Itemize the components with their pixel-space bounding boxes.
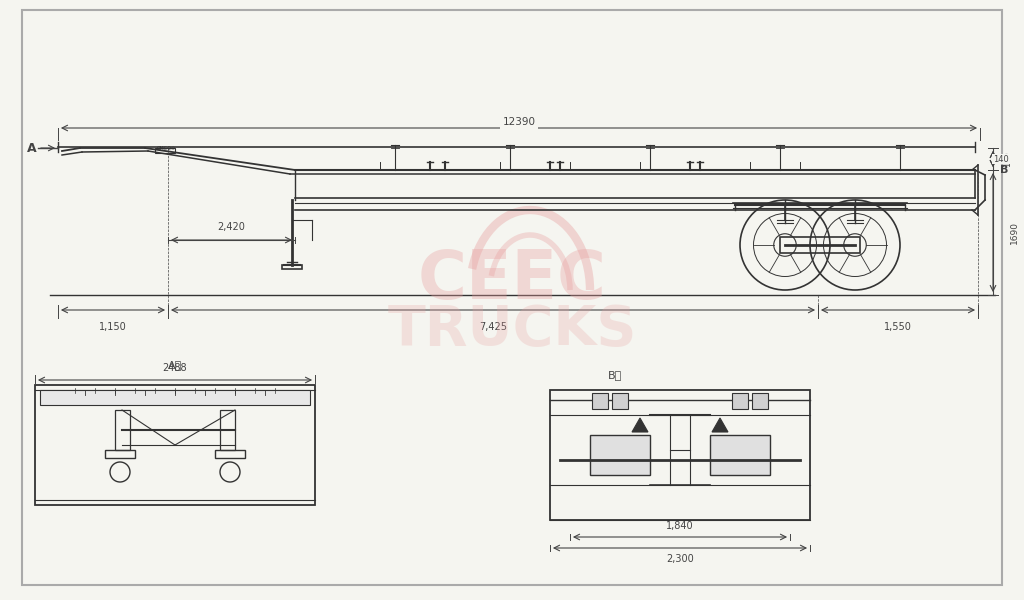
Text: 2488: 2488 — [163, 363, 187, 373]
Text: TRUCKS: TRUCKS — [387, 303, 637, 357]
Text: 1,550: 1,550 — [884, 322, 912, 332]
Bar — [35, 385, 315, 505]
Bar — [710, 435, 770, 475]
Text: 2,300: 2,300 — [667, 554, 694, 564]
Bar — [550, 390, 810, 520]
Bar — [215, 450, 245, 458]
Bar — [155, 148, 175, 153]
Text: OMCO®: OMCO® — [157, 146, 176, 151]
Circle shape — [618, 399, 622, 403]
Circle shape — [758, 399, 762, 403]
Circle shape — [598, 399, 602, 403]
Text: 140: 140 — [993, 154, 1009, 163]
Bar — [220, 410, 234, 450]
Circle shape — [615, 396, 625, 406]
Polygon shape — [712, 418, 728, 432]
Bar — [590, 435, 650, 475]
Text: A: A — [28, 142, 37, 154]
Bar — [40, 390, 310, 405]
Text: 1,150: 1,150 — [99, 322, 127, 332]
Bar — [732, 393, 748, 409]
Circle shape — [595, 396, 605, 406]
Circle shape — [755, 396, 765, 406]
Text: A向: A向 — [168, 360, 182, 370]
Bar — [612, 393, 628, 409]
Bar — [592, 393, 608, 409]
Text: 12390: 12390 — [503, 117, 536, 127]
Bar — [115, 410, 130, 450]
Bar — [752, 393, 768, 409]
Text: CEEC: CEEC — [418, 247, 606, 313]
Text: B向: B向 — [608, 370, 623, 380]
Bar — [282, 265, 302, 269]
Text: 1690: 1690 — [1010, 220, 1019, 244]
Text: 140: 140 — [1002, 151, 1012, 167]
Circle shape — [738, 399, 742, 403]
Text: 1,840: 1,840 — [667, 521, 694, 531]
Text: 2,420: 2,420 — [217, 222, 246, 232]
Bar — [105, 450, 135, 458]
Text: B: B — [1000, 165, 1009, 175]
Bar — [780, 237, 860, 253]
Text: 7,425: 7,425 — [479, 322, 507, 332]
Circle shape — [735, 396, 745, 406]
Polygon shape — [632, 418, 648, 432]
